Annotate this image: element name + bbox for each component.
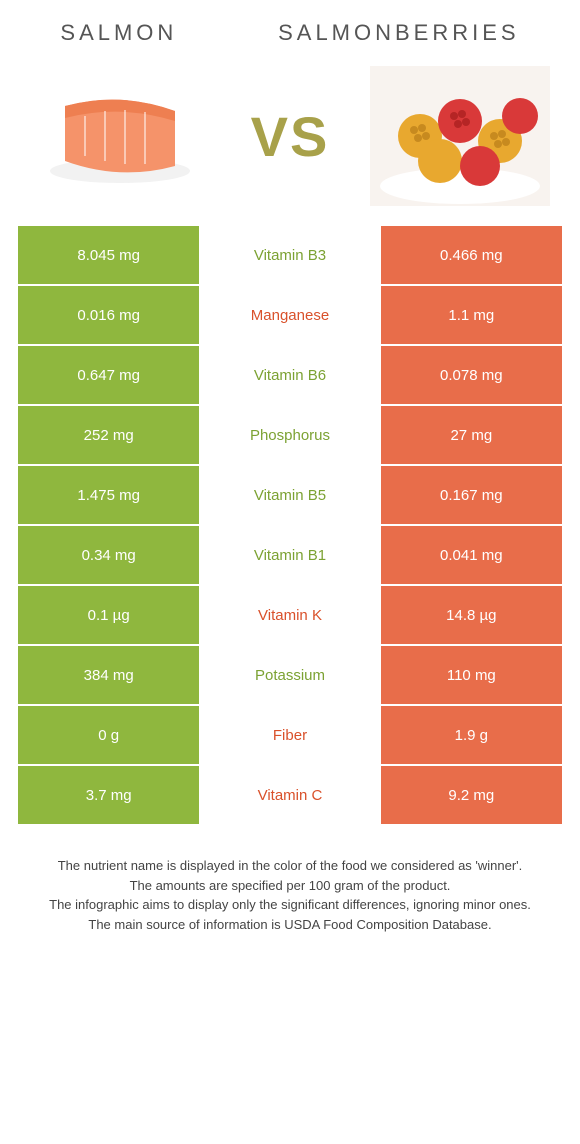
footer-line: The infographic aims to display only the… [30, 895, 550, 915]
images-row: VS [0, 56, 580, 226]
nutrient-row: 0.647 mgVitamin B60.078 mg [18, 346, 562, 404]
nutrient-row: 384 mgPotassium110 mg [18, 646, 562, 704]
value-right: 0.041 mg [381, 526, 562, 584]
value-left: 0 g [18, 706, 199, 764]
value-left: 1.475 mg [18, 466, 199, 524]
nutrient-row: 8.045 mgVitamin B30.466 mg [18, 226, 562, 284]
nutrient-label: Vitamin B3 [199, 226, 380, 284]
nutrient-label: Potassium [199, 646, 380, 704]
value-right: 1.1 mg [381, 286, 562, 344]
food-title-left: Salmon [60, 20, 177, 46]
header-row: Salmon Salmonberries [0, 0, 580, 56]
nutrient-row: 0.1 µgVitamin K14.8 µg [18, 586, 562, 644]
value-left: 8.045 mg [18, 226, 199, 284]
nutrient-table: 8.045 mgVitamin B30.466 mg0.016 mgMangan… [0, 226, 580, 824]
nutrient-row: 0 gFiber1.9 g [18, 706, 562, 764]
infographic-container: Salmon Salmonberries VS [0, 0, 580, 974]
salmonberries-image [370, 66, 550, 206]
value-left: 0.647 mg [18, 346, 199, 404]
value-right: 14.8 µg [381, 586, 562, 644]
value-right: 9.2 mg [381, 766, 562, 824]
nutrient-label: Vitamin B1 [199, 526, 380, 584]
vs-label: VS [251, 104, 330, 169]
nutrient-label: Vitamin K [199, 586, 380, 644]
value-right: 27 mg [381, 406, 562, 464]
value-right: 110 mg [381, 646, 562, 704]
value-right: 0.167 mg [381, 466, 562, 524]
nutrient-row: 1.475 mgVitamin B50.167 mg [18, 466, 562, 524]
value-right: 0.466 mg [381, 226, 562, 284]
value-left: 252 mg [18, 406, 199, 464]
nutrient-row: 3.7 mgVitamin C9.2 mg [18, 766, 562, 824]
footer-line: The amounts are specified per 100 gram o… [30, 876, 550, 896]
nutrient-row: 0.34 mgVitamin B10.041 mg [18, 526, 562, 584]
food-title-right: Salmonberries [278, 20, 520, 46]
nutrient-label: Fiber [199, 706, 380, 764]
value-left: 384 mg [18, 646, 199, 704]
footer-line: The nutrient name is displayed in the co… [30, 856, 550, 876]
value-left: 0.016 mg [18, 286, 199, 344]
value-right: 1.9 g [381, 706, 562, 764]
nutrient-label: Phosphorus [199, 406, 380, 464]
value-left: 0.34 mg [18, 526, 199, 584]
value-left: 3.7 mg [18, 766, 199, 824]
nutrient-label: Vitamin B5 [199, 466, 380, 524]
value-left: 0.1 µg [18, 586, 199, 644]
nutrient-label: Manganese [199, 286, 380, 344]
footer-notes: The nutrient name is displayed in the co… [0, 826, 580, 974]
nutrient-label: Vitamin C [199, 766, 380, 824]
value-right: 0.078 mg [381, 346, 562, 404]
nutrient-label: Vitamin B6 [199, 346, 380, 404]
nutrient-row: 0.016 mgManganese1.1 mg [18, 286, 562, 344]
nutrient-row: 252 mgPhosphorus27 mg [18, 406, 562, 464]
footer-line: The main source of information is USDA F… [30, 915, 550, 935]
salmon-image [30, 66, 210, 206]
